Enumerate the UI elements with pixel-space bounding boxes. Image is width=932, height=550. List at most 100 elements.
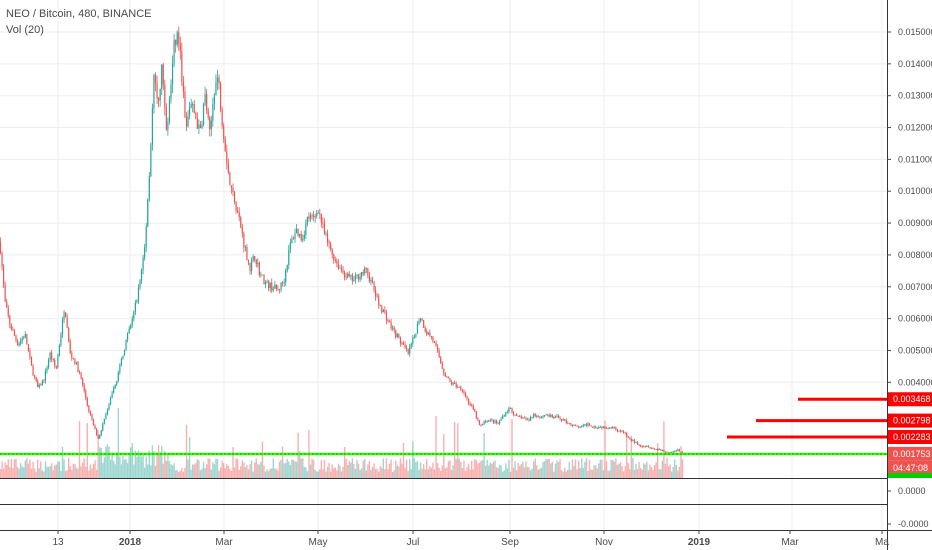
candle-body: [243, 233, 245, 248]
candle-body: [361, 272, 363, 277]
candle-body: [364, 268, 366, 274]
volume-bar: [605, 461, 608, 478]
candle-body: [526, 419, 529, 421]
time-tick-label: 2018: [119, 537, 142, 548]
candle-body: [99, 435, 101, 439]
volume-bar: [486, 459, 488, 478]
volume-bar: [610, 459, 612, 478]
volume-bar: [502, 471, 504, 478]
candle-body: [396, 334, 398, 338]
candle-body: [206, 93, 208, 111]
candle-body: [142, 257, 144, 270]
volume-bar: [74, 464, 76, 478]
candle-body: [486, 421, 488, 423]
volume-bar: [201, 468, 203, 478]
volume-bar: [128, 454, 130, 478]
candle-body: [426, 331, 428, 335]
volume-bar: [339, 465, 341, 478]
volume-bar: [368, 460, 371, 478]
candle-body: [216, 77, 219, 83]
candle-body: [311, 215, 313, 217]
volume-bar: [429, 466, 431, 478]
candle-body: [286, 265, 288, 271]
candle-body: [517, 415, 519, 417]
volume-bar: [347, 465, 349, 478]
candle-body: [590, 425, 592, 427]
candle-body: [567, 422, 569, 424]
volume-bar: [302, 458, 304, 478]
candle-body: [370, 279, 372, 282]
candle-body: [0, 242, 2, 253]
candle-body: [96, 429, 98, 436]
volume-bar: [68, 458, 70, 478]
volume-bar: [647, 470, 650, 478]
candle-body: [519, 416, 521, 417]
volume-bar: [131, 443, 133, 478]
candle-body: [596, 428, 598, 429]
candle-body: [189, 107, 191, 116]
candle-body: [551, 415, 553, 417]
volume-bar: [556, 460, 558, 478]
candle-body: [534, 414, 536, 416]
candle-body: [18, 343, 20, 345]
volume-bar: [500, 465, 502, 478]
volume-bar: [488, 465, 490, 478]
candle-body: [574, 424, 577, 426]
candle-body: [300, 234, 302, 241]
volume-bar: [396, 465, 398, 478]
volume-bar: [585, 458, 588, 478]
candle-body: [516, 414, 518, 416]
volume-bar: [652, 469, 654, 478]
candle-body: [30, 357, 33, 366]
volume-indicator-label[interactable]: Vol (20): [6, 24, 44, 36]
candle-body: [61, 320, 64, 335]
symbol-title[interactable]: NEO / Bitcoin, 480, BINANCE: [6, 8, 152, 20]
volume-bar: [405, 459, 408, 478]
volume-bar: [116, 452, 118, 478]
volume-bar: [9, 467, 11, 478]
volume-bar: [672, 466, 674, 478]
volume-bar: [678, 466, 681, 478]
candle-body: [204, 93, 206, 105]
volume-bar: [534, 458, 536, 478]
volume-bar: [240, 466, 242, 478]
volume-bar: [317, 471, 319, 478]
volume-bar: [312, 459, 315, 478]
volume-bar: [350, 462, 352, 478]
volume-bar: [515, 470, 518, 478]
volume-bar: [359, 469, 361, 478]
volume-bar: [24, 460, 26, 478]
volume-bar: [387, 469, 389, 478]
volume-bar: [554, 463, 557, 478]
price-tick-label: 0.009000: [898, 218, 932, 228]
volume-bar: [604, 420, 606, 478]
volume-bar: [320, 460, 323, 478]
volume-bar: [257, 464, 259, 478]
candle-body: [460, 386, 462, 391]
candle-body: [13, 330, 16, 336]
volume-bar: [209, 459, 211, 478]
price-axis[interactable]: 0.015000 0.014000 0.013000 0.012000 0.011000…: [887, 27, 932, 387]
volume-bar: [433, 469, 436, 478]
candle-body: [407, 348, 409, 354]
volume-bar: [559, 459, 561, 478]
candle-body: [525, 418, 527, 420]
volume-bar: [612, 460, 614, 478]
volume-bar: [494, 460, 496, 478]
volume-bar: [509, 471, 512, 478]
volume-bar: [546, 459, 549, 478]
candle-body: [556, 415, 558, 417]
volume-bar: [159, 452, 161, 478]
candle-body: [588, 423, 591, 426]
volume-bar: [195, 463, 197, 478]
volume-bar: [275, 468, 278, 478]
time-axis[interactable]: 13 2018 Mar May Jul Sep Nov 2019 Mar Ma: [52, 530, 889, 548]
candle-body: [636, 442, 639, 445]
volume-bar: [193, 464, 195, 478]
candle-body: [297, 228, 299, 236]
candle-body: [601, 426, 603, 429]
candle-body: [678, 449, 680, 452]
volume-bar: [598, 463, 600, 478]
candle-body: [379, 304, 381, 307]
